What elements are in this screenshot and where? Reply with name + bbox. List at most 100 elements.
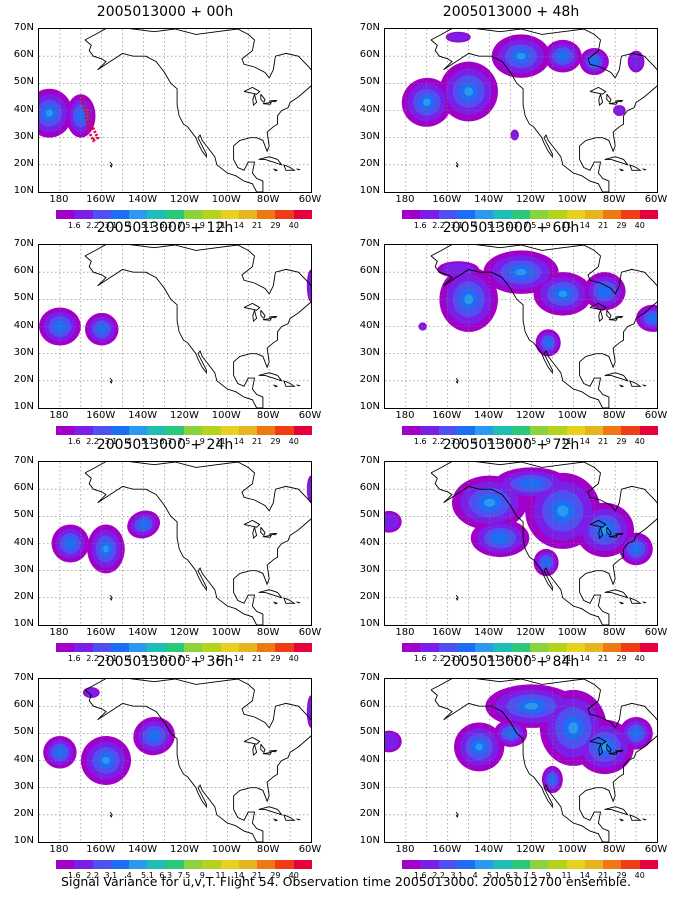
- colorbar-label: 29: [616, 871, 627, 880]
- coastline: [606, 526, 612, 537]
- coastline: [284, 29, 311, 56]
- lon-tick-label: 160W: [432, 627, 462, 638]
- lon-tick-label: 160W: [86, 410, 116, 421]
- coastline: [296, 384, 301, 387]
- coastline: [589, 736, 607, 745]
- colorbar-swatch: [511, 210, 530, 219]
- coastline: [273, 168, 278, 172]
- lon-tick-label: 60W: [298, 410, 322, 421]
- lat-tick-label: 30N: [359, 563, 380, 575]
- lat-tick-label: 20N: [13, 373, 34, 385]
- variance-contour: [76, 108, 86, 123]
- variance-contour: [419, 323, 426, 330]
- variance-contour: [542, 558, 551, 567]
- colorbar-swatch: [639, 643, 658, 652]
- lat-tick-label: 40N: [13, 753, 34, 765]
- coastline: [642, 168, 647, 171]
- lat-tick-label: 10N: [359, 835, 380, 846]
- colorbar-label: 7.5: [177, 437, 191, 446]
- colorbar-label: 3.1: [450, 437, 464, 446]
- map-panel: 2005013000 + 72h 70N 60N 50N 40N 30N 20N 10N 180…: [346, 437, 676, 663]
- variance-contour: [647, 314, 657, 323]
- colorbar-swatch: [420, 210, 439, 219]
- colorbar-label: 11: [561, 871, 572, 880]
- map-panel: 2005013000 + 24h 70N 60N 50N 40N 30N 20N 10N 180…: [0, 437, 330, 663]
- colorbar-swatch: [475, 426, 494, 435]
- colorbar-label: 3.1: [450, 654, 464, 663]
- colorbar-swatch: [275, 210, 294, 219]
- variance-contour: [448, 32, 469, 42]
- variance-contour: [505, 728, 516, 738]
- coastline: [642, 818, 647, 821]
- lon-tick-label: 180: [49, 627, 69, 638]
- lat-tick-label: 40N: [359, 753, 380, 765]
- colorbar-label: 2.2: [432, 221, 445, 230]
- lon-tick-label: 180: [49, 844, 69, 855]
- lon-tick-label: 160W: [432, 844, 462, 855]
- lat-tick-label: 50N: [13, 726, 34, 738]
- colorbar-swatch: [165, 210, 184, 219]
- colorbar-label: 14: [579, 437, 590, 446]
- colorbar-label: 4: [126, 221, 132, 230]
- colorbar-swatch: [129, 210, 148, 219]
- colorbar-label: 6.3: [505, 437, 519, 446]
- coastline: [430, 679, 657, 842]
- colorbar-swatch: [566, 643, 585, 652]
- coastline: [273, 601, 278, 605]
- colorbar-swatch: [621, 426, 640, 435]
- colorbar-swatch: [402, 426, 421, 435]
- coastline: [589, 86, 607, 95]
- colorbar-swatch: [275, 426, 294, 435]
- colorbar-label: 7.5: [177, 221, 191, 230]
- coastline: [619, 384, 624, 388]
- variance-contour: [103, 545, 109, 553]
- coastline: [629, 814, 642, 821]
- colorbar-swatch: [183, 643, 203, 652]
- colorbar-swatch: [129, 426, 148, 435]
- coastline: [430, 462, 657, 625]
- colorbar-swatch: [165, 860, 184, 869]
- colorbar-label: 9: [199, 437, 205, 446]
- colorbar-label: 14: [579, 221, 590, 230]
- coastline: [430, 29, 657, 192]
- coastline: [615, 532, 624, 536]
- colorbar-label: 11: [215, 437, 226, 446]
- colorbar-label: 2.2: [86, 437, 99, 446]
- coastline: [269, 99, 278, 103]
- colorbar-label: 5.1: [487, 221, 500, 230]
- lat-tick-label: 50N: [359, 292, 380, 304]
- coastline: [252, 744, 258, 756]
- colorbar-label: 9: [199, 654, 205, 663]
- colorbar: [402, 860, 658, 869]
- lat-tick-label: 20N: [13, 590, 34, 602]
- coastline: [260, 309, 266, 320]
- coastline: [619, 168, 624, 172]
- lon-tick-label: 160W: [432, 410, 462, 421]
- colorbar-label: 2.2: [86, 871, 99, 880]
- colorbar-swatch: [202, 643, 221, 652]
- colorbar-label: 7.5: [523, 221, 537, 230]
- map-plot: [384, 678, 658, 843]
- colorbar-label: 7.5: [523, 654, 537, 663]
- coastline: [296, 818, 301, 821]
- colorbar-swatch: [74, 643, 93, 652]
- variance-contour: [464, 87, 474, 96]
- colorbar-label: 14: [233, 654, 244, 663]
- colorbar-label: 4: [126, 871, 132, 880]
- coastline: [642, 601, 647, 604]
- colorbar-label: 9: [199, 871, 205, 880]
- lat-tick-label: 10N: [359, 185, 380, 196]
- coastline: [604, 806, 629, 816]
- coastline: [455, 161, 459, 169]
- colorbar-swatch: [202, 860, 221, 869]
- colorbar-swatch: [238, 860, 258, 869]
- coastline: [243, 736, 261, 745]
- coastline: [84, 679, 311, 842]
- variance-contour: [630, 543, 642, 555]
- coastline: [269, 532, 278, 536]
- colorbar-swatch: [402, 210, 421, 219]
- colorbar-label: 6.3: [159, 654, 173, 663]
- lat-tick-label: 50N: [359, 509, 380, 521]
- lon-tick-label: 140W: [474, 627, 504, 638]
- colorbar-swatch: [529, 643, 549, 652]
